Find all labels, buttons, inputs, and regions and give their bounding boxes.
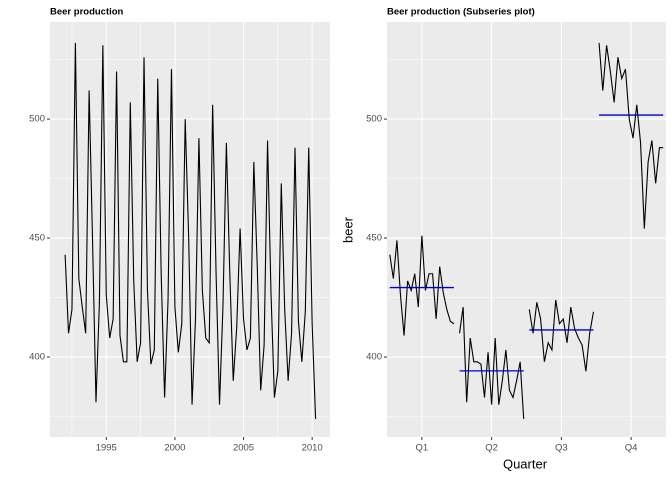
y-axis-label: beer xyxy=(340,216,355,243)
data-line xyxy=(598,42,664,229)
y-tick-label: 450 xyxy=(366,233,382,244)
y-tick-label: 450 xyxy=(29,233,45,244)
y-tick-label: 400 xyxy=(366,352,382,363)
x-tick-label: 2000 xyxy=(164,443,185,454)
data-line xyxy=(64,42,317,419)
x-tick-label: 2010 xyxy=(302,443,323,454)
x-axis-label: Quarter xyxy=(503,456,548,471)
x-tick-label: Q1 xyxy=(416,443,429,454)
x-tick-label: Q4 xyxy=(625,443,638,454)
x-tick-label: Q2 xyxy=(485,443,498,454)
y-tick-label: 500 xyxy=(29,114,45,125)
chart-title: Beer production xyxy=(50,7,124,18)
data-line xyxy=(528,299,595,372)
data-line xyxy=(458,307,525,419)
x-tick-label: 1995 xyxy=(96,443,117,454)
chart-title: Beer production (Subseries plot) xyxy=(387,7,535,18)
y-tick-label: 500 xyxy=(366,114,382,125)
x-tick-label: 2005 xyxy=(233,443,254,454)
data-line xyxy=(389,235,455,336)
panel-background xyxy=(387,22,666,437)
x-tick-label: Q3 xyxy=(555,443,568,454)
y-tick-label: 400 xyxy=(29,352,45,363)
